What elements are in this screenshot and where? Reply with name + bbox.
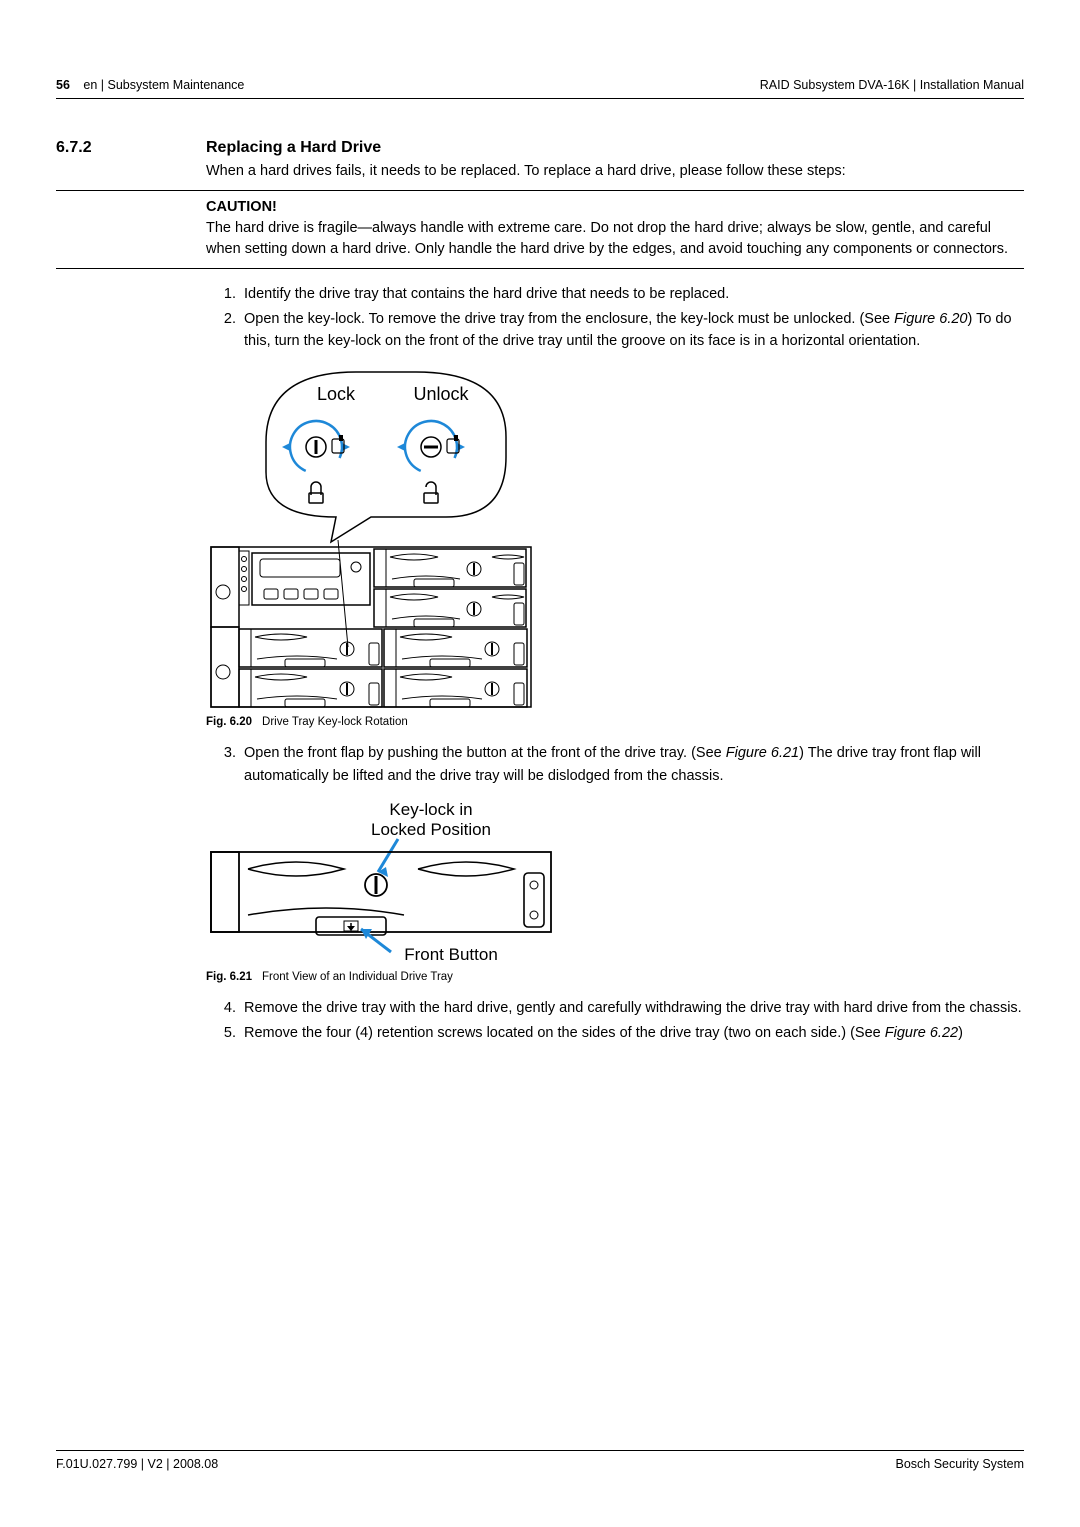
fig621-caption-text: Front View of an Individual Drive Tray xyxy=(262,971,453,983)
step-5: Remove the four (4) retention screws loc… xyxy=(240,1022,1024,1044)
step-3-text-a: Open the front flap by pushing the butto… xyxy=(244,745,726,761)
section-heading-row: 6.7.2 Replacing a Hard Drive When a hard… xyxy=(56,139,1024,182)
fig621-caption: Fig. 6.21 Front View of an Individual Dri… xyxy=(206,971,1024,983)
fig620-svg: Lock Unlock xyxy=(206,362,536,712)
step-5-figref: Figure 6.22 xyxy=(885,1025,958,1041)
step-3-figref: Figure 6.21 xyxy=(726,745,799,761)
header-left: 56 en | Subsystem Maintenance xyxy=(56,78,244,92)
section-number: 6.7.2 xyxy=(56,139,206,182)
steps-list-a: Identify the drive tray that contains th… xyxy=(206,283,1024,352)
fig621-label-keylock-l2: Locked Position xyxy=(371,820,491,839)
caution-text: The hard drive is fragile—always handle … xyxy=(206,218,1024,260)
fig620-caption: Fig. 6.20 Drive Tray Key-lock Rotation xyxy=(206,716,1024,728)
header-right: RAID Subsystem DVA-16K | Installation Ma… xyxy=(760,78,1024,92)
step-2-text-a: Open the key-lock. To remove the drive t… xyxy=(244,311,894,327)
step-5-text-b: ) xyxy=(958,1025,963,1041)
caution-title: CAUTION! xyxy=(206,197,1024,218)
figure-6-21: Key-lock in Locked Position xyxy=(206,797,1024,983)
figure-6-20: Lock Unlock xyxy=(206,362,1024,728)
page-footer: F.01U.027.799 | V2 | 2008.08 Bosch Secur… xyxy=(56,1450,1024,1471)
divider xyxy=(56,190,1024,191)
section-title: Replacing a Hard Drive xyxy=(206,139,1024,157)
steps-list-b: Open the front flap by pushing the butto… xyxy=(206,742,1024,787)
fig621-label-keylock-l1: Key-lock in xyxy=(389,800,472,819)
step-3: Open the front flap by pushing the butto… xyxy=(240,742,1024,787)
step-2: Open the key-lock. To remove the drive t… xyxy=(240,308,1024,353)
step-1: Identify the drive tray that contains th… xyxy=(240,283,1024,305)
footer-right: Bosch Security System xyxy=(895,1457,1024,1471)
breadcrumb: en | Subsystem Maintenance xyxy=(83,78,244,92)
fig620-caption-no: Fig. 6.20 xyxy=(206,716,252,728)
step-5-text-a: Remove the four (4) retention screws loc… xyxy=(244,1025,885,1041)
page-header: 56 en | Subsystem Maintenance RAID Subsy… xyxy=(56,78,1024,99)
step-4: Remove the drive tray with the hard driv… xyxy=(240,997,1024,1019)
footer-left: F.01U.027.799 | V2 | 2008.08 xyxy=(56,1457,218,1471)
unlock-label: Unlock xyxy=(413,384,469,404)
steps-list-c: Remove the drive tray with the hard driv… xyxy=(206,997,1024,1044)
caution-block: CAUTION! The hard drive is fragile—alway… xyxy=(206,197,1024,260)
page-number: 56 xyxy=(56,78,70,92)
fig621-caption-no: Fig. 6.21 xyxy=(206,971,252,983)
fig621-label-button: Front Button xyxy=(404,945,498,964)
lock-label: Lock xyxy=(317,384,356,404)
fig620-caption-text: Drive Tray Key-lock Rotation xyxy=(262,716,408,728)
step-2-figref: Figure 6.20 xyxy=(894,311,967,327)
divider xyxy=(56,268,1024,269)
section-intro: When a hard drives fails, it needs to be… xyxy=(206,161,1024,182)
fig621-svg: Key-lock in Locked Position xyxy=(206,797,566,967)
